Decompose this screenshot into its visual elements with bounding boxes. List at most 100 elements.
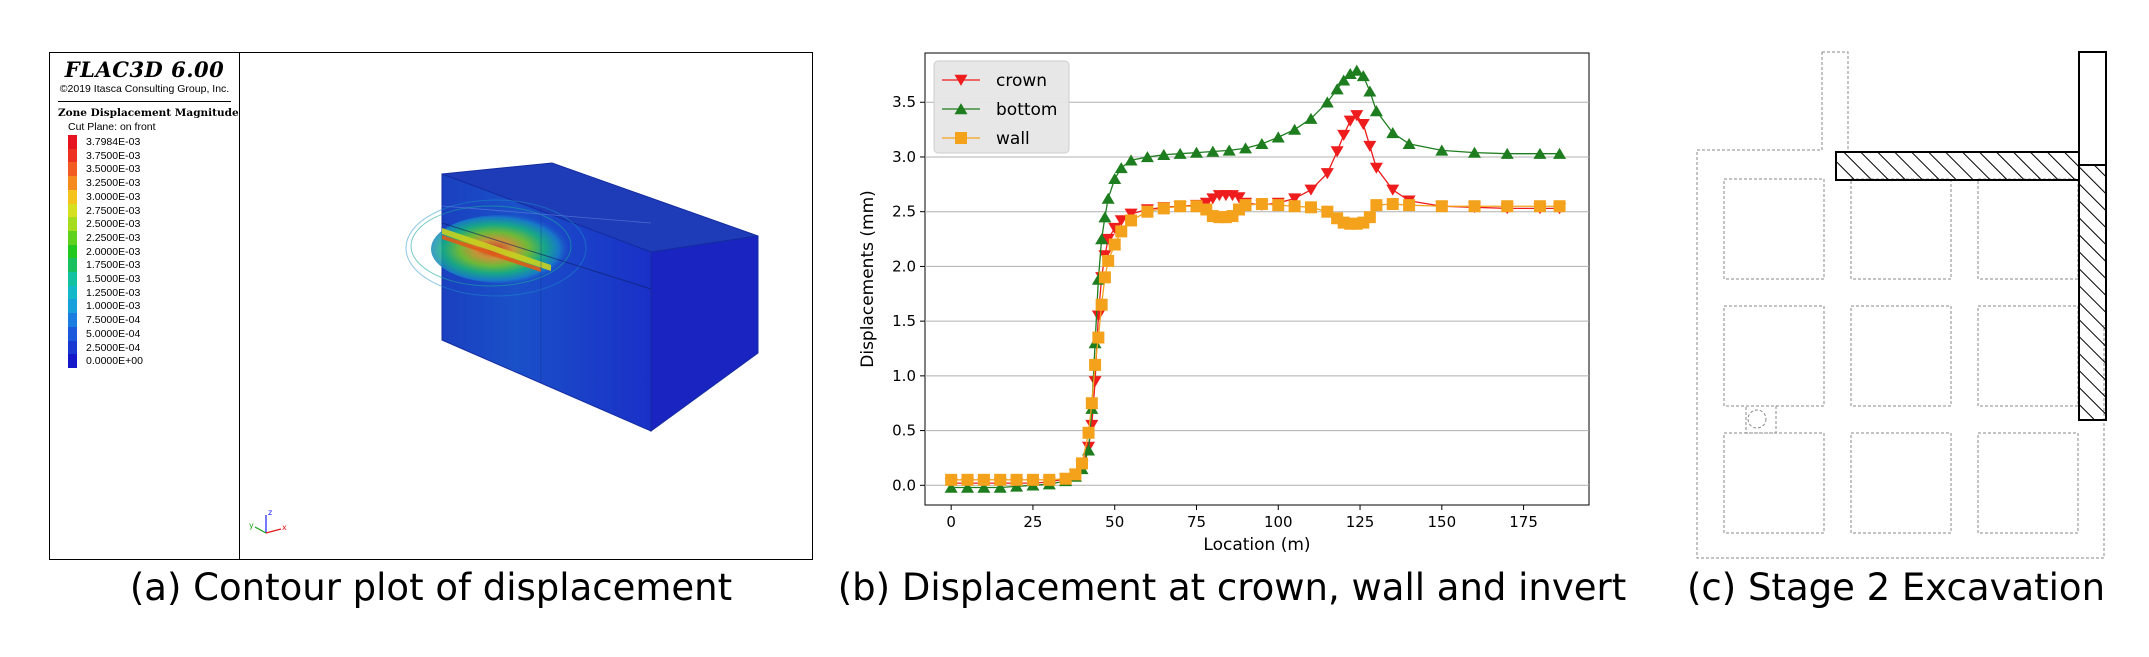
axis-y-label: y	[249, 521, 254, 530]
x-tick-label: 75	[1187, 513, 1206, 531]
caption-c: (c) Stage 2 Excavation	[1686, 566, 2106, 609]
data-point-wall	[1304, 201, 1317, 214]
outer-boundary	[1696, 52, 2105, 559]
y-tick-label: 1.5	[892, 312, 916, 330]
colorbar-swatch	[68, 162, 77, 177]
data-point-bottom	[993, 481, 1007, 493]
legend-marker-crown	[954, 74, 968, 86]
axis-x	[265, 528, 282, 534]
data-point-crown	[1199, 197, 1213, 209]
site-outline	[1696, 51, 2105, 559]
data-point-bottom	[1101, 192, 1115, 204]
data-point-bottom	[1173, 147, 1187, 159]
colorbar-swatch	[68, 272, 77, 286]
data-point-wall	[1174, 200, 1187, 213]
x-tick-label: 50	[1105, 513, 1124, 531]
colorbar-label: 2.7500E-03	[86, 204, 141, 217]
colorbar-label: 2.2500E-03	[86, 231, 141, 244]
contour-line	[405, 199, 587, 297]
data-point-crown	[1350, 110, 1364, 122]
colorbar-label: 2.5000E-04	[86, 341, 141, 354]
tunnel-lining-band	[442, 228, 551, 271]
data-point-wall	[1272, 199, 1285, 212]
colorbar-row: 3.0000E-03	[68, 189, 141, 204]
colorbar-row: 3.7500E-03	[68, 148, 141, 163]
data-point-bottom	[1304, 112, 1318, 124]
data-point-wall	[1288, 200, 1301, 213]
data-point-wall	[1010, 473, 1023, 486]
data-point-wall	[1157, 202, 1170, 215]
data-point-wall	[945, 473, 958, 486]
legend-label-wall: wall	[996, 129, 1030, 149]
data-point-bottom	[1206, 145, 1220, 157]
access-shaft	[2078, 51, 2107, 166]
data-point-wall	[1092, 331, 1105, 344]
y-tick-label: 3.5	[892, 93, 916, 111]
data-point-wall	[1239, 199, 1252, 212]
excavation-plan	[1696, 51, 2107, 559]
data-point-wall	[1190, 200, 1203, 213]
data-point-crown	[1330, 146, 1344, 158]
data-point-wall	[1089, 358, 1102, 371]
displacement-chart: 0.0 0.5 1.0 1.5 2.0 2.5 3.0 3.5 0 25 50 75 100 125 150…	[858, 52, 1590, 555]
data-point-wall	[1553, 200, 1566, 213]
data-point-bottom	[1108, 173, 1122, 185]
shaft-outline	[1822, 51, 1849, 150]
data-point-wall	[1468, 200, 1481, 213]
data-point-crown	[1343, 115, 1357, 127]
x-tick-label: 25	[1023, 513, 1042, 531]
contour-line	[410, 205, 572, 287]
data-point-bottom	[1222, 144, 1236, 156]
colorbar-swatch	[68, 148, 77, 163]
data-point-crown	[1356, 118, 1370, 130]
tunnel-core-band	[442, 235, 541, 272]
colorbar-label: 3.7500E-03	[86, 149, 141, 162]
pillar-1	[1723, 178, 1825, 280]
y-tick-label: 2.0	[892, 257, 916, 275]
data-point-bottom	[1533, 147, 1547, 159]
colorbar-label: 1.7500E-03	[86, 259, 141, 272]
data-point-crown	[1114, 215, 1128, 227]
data-point-bottom	[1337, 74, 1351, 86]
series-layer	[944, 64, 1567, 493]
y-tick-label: 0.5	[892, 422, 916, 440]
data-point-crown	[1337, 129, 1351, 141]
data-point-crown	[1232, 192, 1246, 204]
legend-label-bottom: bottom	[996, 100, 1057, 120]
colorbar-swatch	[68, 299, 77, 314]
flac3d-contour-plot: FLAC3D 6.00 ©2019 Itasca Consulting Grou…	[49, 52, 813, 560]
data-point-wall	[1043, 473, 1056, 486]
colorbar-label: 2.0000E-03	[86, 245, 141, 258]
data-point-crown	[1363, 140, 1377, 152]
colorbar-label: 1.2500E-03	[86, 286, 141, 299]
excavated-horizontal-drift	[1835, 151, 2080, 181]
colorbar-row: 7.5000E-04	[68, 313, 141, 328]
data-point-wall	[1082, 426, 1095, 439]
y-axis-label: Displacements (mm)	[858, 190, 878, 368]
colorbar-row: 1.0000E-03	[68, 299, 140, 314]
x-tick-label: 0	[946, 513, 956, 531]
data-point-crown	[1304, 184, 1318, 196]
data-point-bottom	[1343, 67, 1357, 79]
contour-legend: FLAC3D 6.00 ©2019 Itasca Consulting Grou…	[50, 53, 240, 559]
caption-a: (a) Contour plot of displacement	[129, 566, 733, 609]
data-point-wall	[1059, 472, 1072, 485]
colorbar-label: 1.5000E-03	[86, 273, 141, 285]
data-point-bottom	[1255, 137, 1269, 150]
data-point-bottom	[1356, 70, 1370, 82]
data-point-wall	[961, 473, 974, 486]
chart-legend: crown bottom wall	[933, 60, 1070, 154]
colorbar-swatch	[68, 189, 77, 204]
colorbar-label: 3.0000E-03	[86, 190, 141, 203]
data-point-bottom	[1288, 123, 1302, 135]
data-point-bottom	[977, 481, 991, 493]
colorbar-label: 7.5000E-04	[86, 314, 141, 327]
colorbar-swatch	[68, 135, 77, 149]
data-point-wall	[1255, 198, 1268, 211]
y-tick-label: 3.0	[892, 148, 916, 166]
x-tick-label: 150	[1427, 513, 1456, 531]
axis-x-label: x	[282, 523, 287, 532]
data-point-bottom	[1124, 154, 1138, 166]
data-point-wall	[1141, 205, 1154, 218]
colorbar-row: 3.2500E-03	[68, 176, 140, 191]
